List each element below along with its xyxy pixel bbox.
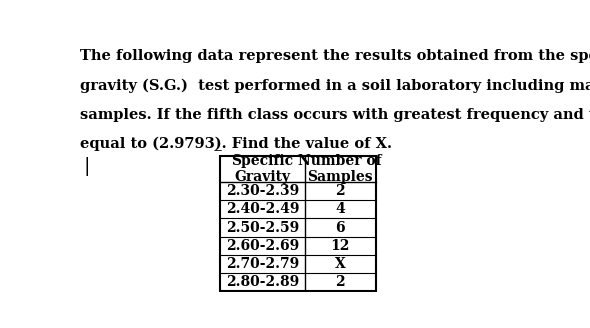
Text: |: | — [84, 157, 90, 176]
Text: equal to (2.9793)̲. Find the value of X.: equal to (2.9793)̲. Find the value of X. — [80, 136, 392, 151]
Text: 2: 2 — [335, 184, 345, 198]
Text: X: X — [335, 257, 346, 271]
Text: 2.80-2.89: 2.80-2.89 — [226, 275, 299, 289]
Text: gravity (S.G.)  test performed in a soil laboratory including many sand: gravity (S.G.) test performed in a soil … — [80, 78, 590, 93]
Text: samples. If the fifth class occurs with greatest frequency and the mode is: samples. If the fifth class occurs with … — [80, 108, 590, 122]
Text: Specific
Gravity: Specific Gravity — [231, 154, 293, 184]
Text: Number of
Samples: Number of Samples — [299, 154, 382, 184]
Bar — [220, 155, 375, 291]
Text: 2.70-2.79: 2.70-2.79 — [226, 257, 299, 271]
Text: The following data represent the results obtained from the specific: The following data represent the results… — [80, 50, 590, 63]
Text: 6: 6 — [335, 220, 345, 235]
Text: 2.60-2.69: 2.60-2.69 — [226, 239, 299, 253]
Text: 4: 4 — [335, 202, 345, 216]
Text: 2.40-2.49: 2.40-2.49 — [225, 202, 299, 216]
Text: 2: 2 — [335, 275, 345, 289]
Text: 12: 12 — [330, 239, 350, 253]
Text: 2.50-2.59: 2.50-2.59 — [226, 220, 299, 235]
Text: 2.30-2.39: 2.30-2.39 — [226, 184, 299, 198]
